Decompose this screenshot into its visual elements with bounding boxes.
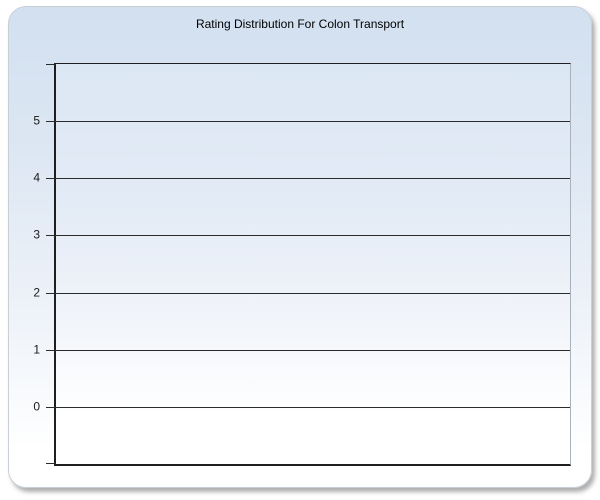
gridline — [46, 292, 570, 294]
gridline — [46, 406, 570, 408]
y-axis-tick-label: 3 — [33, 228, 40, 243]
gridline — [46, 178, 570, 180]
gridline — [46, 235, 570, 237]
y-axis-tick-label: 4 — [33, 171, 40, 186]
axis-edge-tick — [46, 64, 56, 65]
gridline — [46, 121, 570, 123]
y-axis-tick-label: 1 — [33, 342, 40, 357]
y-axis-tick-label: 5 — [33, 113, 40, 128]
chart-panel: Rating Distribution For Colon Transport … — [8, 6, 592, 488]
plot-area: 5 4 3 2 1 0 — [33, 63, 571, 466]
chart-title: Rating Distribution For Colon Transport — [195, 17, 405, 31]
axis-edge-tick — [46, 463, 56, 464]
y-axis-tick-label: 2 — [33, 285, 40, 300]
gridline — [46, 349, 570, 351]
y-axis-tick-label: 0 — [33, 399, 40, 414]
